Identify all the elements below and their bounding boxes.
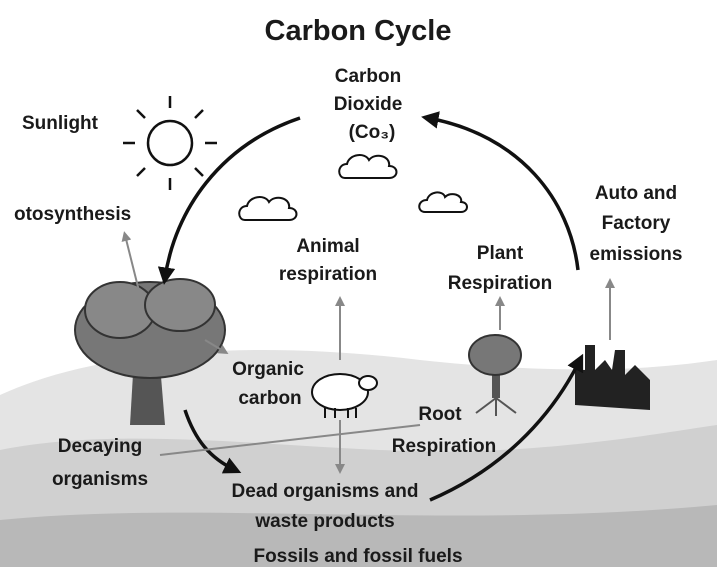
label-line: emissions: [590, 244, 683, 265]
label-line: Plant: [477, 243, 524, 264]
plant-respiration-label: Plant Respiration: [448, 243, 553, 294]
sunlight-label: Sunlight: [22, 113, 99, 134]
label-line: Decaying: [58, 436, 142, 457]
label-line: Dead organisms and: [232, 481, 419, 502]
label-line: Root: [418, 404, 462, 425]
animal-respiration-label: Animal respiration: [279, 236, 377, 285]
label-line: Respiration: [448, 273, 553, 294]
label-line: Animal: [296, 236, 359, 257]
title: Carbon Cycle: [265, 15, 452, 47]
label-line: Carbon: [335, 66, 402, 87]
label-line: organisms: [52, 469, 148, 490]
fossils-label: Fossils and fossil fuels: [253, 546, 462, 567]
label-line: carbon: [238, 388, 301, 409]
photosynthesis-label: otosynthesis: [14, 204, 131, 225]
label-line: Auto and: [595, 183, 677, 204]
factory: [575, 345, 650, 410]
label-line: respiration: [279, 264, 377, 285]
label-line: Organic: [232, 359, 304, 380]
label-line: Factory: [602, 213, 671, 234]
clouds: [239, 155, 467, 220]
sun: [123, 96, 217, 190]
label-line: (Co₃): [349, 122, 396, 143]
co2-label: Carbon Dioxide (Co₃): [334, 66, 403, 143]
carbon-cycle-diagram: Carbon Cycle Carbon Dioxide (Co₃) Sunlig…: [0, 0, 717, 567]
label-line: Dioxide: [334, 94, 403, 115]
label-line: waste products: [254, 511, 394, 532]
emissions-label: Auto and Factory emissions: [590, 183, 683, 265]
label-line: Respiration: [392, 436, 497, 457]
